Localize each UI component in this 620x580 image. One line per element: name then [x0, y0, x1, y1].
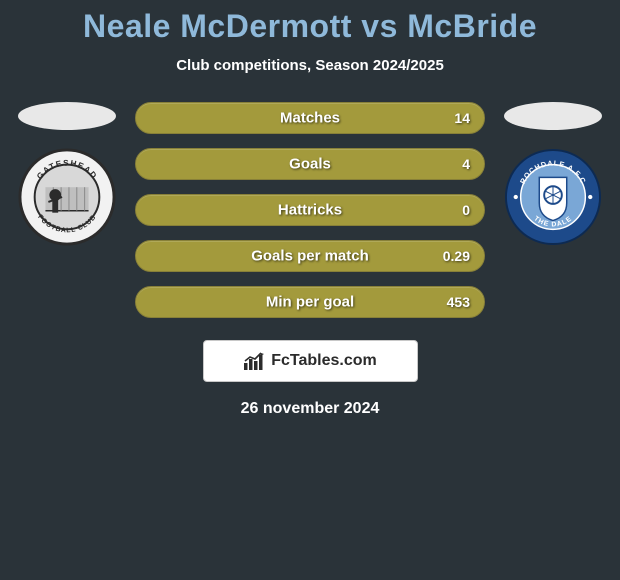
- stat-row-matches: Matches 14: [135, 102, 485, 134]
- gateshead-badge: GATESHEAD FOOTBALL CLUB: [18, 148, 116, 246]
- brand-text: FcTables.com: [271, 352, 377, 370]
- player-photo-placeholder-left: [18, 102, 116, 130]
- brand-badge: FcTables.com: [203, 340, 418, 382]
- stat-row-hattricks: Hattricks 0: [135, 194, 485, 226]
- stat-label: Goals: [289, 156, 331, 173]
- stat-row-min-per-goal: Min per goal 453: [135, 286, 485, 318]
- page-title: Neale McDermott vs McBride: [0, 8, 620, 45]
- stat-row-goals-per-match: Goals per match 0.29: [135, 240, 485, 272]
- subtitle: Club competitions, Season 2024/2025: [0, 57, 620, 74]
- left-column: GATESHEAD FOOTBALL CLUB: [17, 102, 117, 246]
- stat-value: 4: [462, 156, 470, 172]
- stat-label: Hattricks: [278, 202, 342, 219]
- player-photo-placeholder-right: [504, 102, 602, 130]
- right-column: ROCHDALE A.F.C THE DALE: [503, 102, 603, 246]
- stat-label: Min per goal: [266, 294, 354, 311]
- comparison-card: Neale McDermott vs McBride Club competit…: [0, 0, 620, 418]
- stat-value: 453: [447, 294, 470, 310]
- stat-label: Matches: [280, 110, 340, 127]
- chart-icon: [243, 351, 265, 371]
- stat-label: Goals per match: [251, 248, 369, 265]
- date-text: 26 november 2024: [0, 400, 620, 418]
- rochdale-badge: ROCHDALE A.F.C THE DALE: [504, 148, 602, 246]
- stat-value: 0: [462, 202, 470, 218]
- stats-bars: Matches 14 Goals 4 Hattricks 0 Goals per…: [135, 102, 485, 318]
- stat-value: 0.29: [443, 248, 470, 264]
- stat-row-goals: Goals 4: [135, 148, 485, 180]
- main-row: GATESHEAD FOOTBALL CLUB: [0, 102, 620, 318]
- stat-value: 14: [454, 110, 470, 126]
